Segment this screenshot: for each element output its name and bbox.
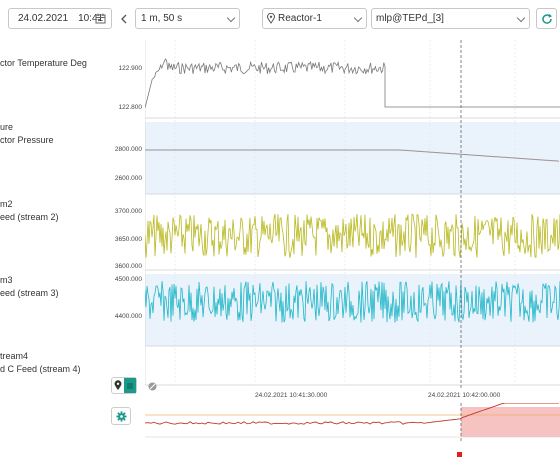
ytick-stream3-1: 4500.000: [114, 276, 142, 283]
signal-label-stream3: eed (stream 3): [0, 288, 59, 298]
model-select[interactable]: mlp@TEPd_[3]: [371, 8, 530, 29]
overview-line: [145, 403, 559, 425]
ytick-pressure-2: 2600.000: [114, 175, 142, 182]
ytick-stream3-2: 4400.000: [114, 313, 142, 320]
xtick-label: 24.02.2021 10:41:30.000: [255, 392, 328, 399]
signal-label-pressure: ctor Pressure: [0, 135, 54, 145]
settings-button[interactable]: [111, 407, 131, 425]
refresh-button[interactable]: [536, 8, 557, 29]
asset-select[interactable]: Reactor-1: [262, 8, 367, 29]
date-time-input[interactable]: 24.02.2021 10:41: [8, 8, 112, 29]
ytick-pressure-1: 2800.000: [114, 146, 142, 153]
map-marker-toggle-button[interactable]: [111, 377, 137, 394]
no-data-icon: [148, 378, 157, 396]
series-stream3-line: [145, 281, 560, 323]
signal-label-stream2: eed (stream 2): [0, 212, 59, 222]
anomaly-marker[interactable]: [457, 452, 462, 457]
signal-label-stream4: d C Feed (stream 4): [0, 364, 81, 374]
calendar-icon[interactable]: [95, 13, 106, 27]
overview-navigator[interactable]: [145, 403, 560, 441]
ytick-temp-2: 122.800: [118, 104, 143, 111]
panel-pressure-bg: [145, 122, 560, 194]
asset-value: Reactor-1: [278, 13, 322, 24]
interval-select[interactable]: 1 m, 50 s: [135, 8, 240, 29]
signal-label-temperature: ctor Temperature Deg: [0, 58, 87, 68]
ytick-stream2-1: 3700.000: [114, 208, 142, 215]
location-pin-icon: [266, 12, 276, 27]
date-value: 24.02.2021: [18, 13, 69, 24]
series-stream2-line: [145, 213, 560, 258]
anomaly-region: [461, 407, 560, 437]
ytick-stream2-3: 3600.000: [114, 263, 142, 270]
chevron-down-icon: [226, 13, 236, 23]
series-pressure-line: [145, 149, 560, 162]
ytick-temp-1: 122.900: [118, 65, 143, 72]
prev-interval-button[interactable]: [117, 8, 131, 29]
signal-label-stream2-line1: m2: [0, 199, 13, 209]
map-marker-icon: [112, 378, 124, 393]
signal-label-stream3-line1: m3: [0, 275, 13, 285]
interval-value: 1 m, 50 s: [141, 13, 183, 24]
signal-label-pressure-line1: ure: [0, 122, 14, 132]
chevron-down-icon: [353, 13, 363, 23]
teal-toggle-icon: [124, 378, 136, 393]
series-temperature-line: [145, 58, 560, 109]
time-value: 10:41: [78, 13, 104, 24]
chevron-left-icon: [121, 14, 127, 23]
chevron-down-icon: [516, 13, 526, 23]
timeseries-plot[interactable]: [145, 40, 560, 390]
refresh-icon: [541, 13, 552, 24]
model-value: mlp@TEPd_[3]: [376, 13, 444, 24]
signal-label-stream4-line1: tream4: [0, 351, 29, 361]
xtick-label: 24.02.2021 10:42:00.000: [428, 392, 501, 399]
gear-icon: [115, 410, 127, 422]
ytick-stream2-2: 3650.000: [114, 236, 142, 243]
